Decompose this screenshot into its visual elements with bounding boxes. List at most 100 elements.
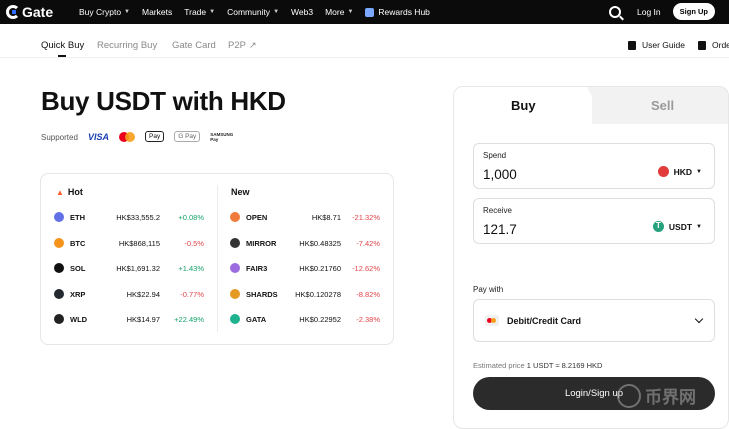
spend-label: Spend	[483, 151, 507, 160]
nav-more[interactable]: More ▼	[325, 7, 353, 17]
active-tab-indicator	[58, 55, 66, 57]
tab-gate-card[interactable]: Gate Card	[172, 40, 216, 51]
hot-header: ▲ Hot	[56, 187, 83, 197]
coin-price: HK$8.71	[311, 213, 341, 222]
nav-buy-crypto[interactable]: Buy Crypto ▼	[79, 7, 130, 17]
watermark-logo-icon	[617, 383, 641, 408]
spend-field[interactable]: Spend 1,000 HKD ▼	[473, 143, 715, 189]
tab-sell[interactable]: Sell	[651, 98, 675, 113]
btc-coin-icon	[54, 238, 64, 248]
shards-coin-icon	[230, 289, 240, 299]
nav-label: Rewards Hub	[378, 7, 430, 17]
nav-trade[interactable]: Trade ▼	[184, 7, 215, 17]
coin-symbol: FAIR3	[246, 263, 268, 273]
tab-p2p[interactable]: P2P ↗	[228, 40, 257, 51]
chevron-down-icon: ▼	[696, 223, 702, 230]
payment-method-select[interactable]: Debit/Credit Card	[473, 299, 715, 342]
estimated-price: Estimated price 1 USDT ≈ 8.2169 HKD	[473, 361, 602, 370]
nav-community[interactable]: Community ▼	[227, 7, 279, 17]
coin-price: HK$0.48325	[299, 239, 341, 248]
coin-change: -21.32%	[352, 213, 380, 222]
market-divider	[217, 185, 218, 332]
coin-change: -0.77%	[180, 290, 204, 299]
coin-symbol: MIRROR	[246, 238, 277, 248]
coin-change: -2.38%	[356, 315, 380, 324]
market-row[interactable]: FAIR3	[230, 262, 292, 274]
estimated-label: Estimated price	[473, 361, 525, 370]
tab-buy[interactable]: Buy	[511, 98, 536, 113]
page-title: Buy USDT with HKD	[41, 86, 286, 116]
book-icon	[628, 40, 636, 50]
nav-label: More	[325, 7, 345, 17]
receive-currency-label: USDT	[668, 221, 693, 232]
market-row[interactable]: SHARDS	[230, 288, 292, 300]
chevron-down-icon	[694, 314, 704, 324]
market-row[interactable]: MIRROR	[230, 237, 292, 249]
market-row[interactable]: ETH	[54, 211, 116, 223]
tab-quick-buy[interactable]: Quick Buy	[41, 40, 85, 51]
login-signup-button[interactable]: Login/Sign up	[473, 377, 715, 410]
coin-change: -12.62%	[352, 264, 380, 273]
search-icon[interactable]	[609, 5, 622, 18]
signup-button[interactable]: Sign Up	[672, 3, 715, 20]
coin-change: -8.82%	[356, 290, 380, 299]
market-row[interactable]: GATA	[230, 313, 292, 325]
hkd-flag-icon	[657, 166, 669, 177]
apple-pay-text: Pay	[149, 133, 161, 140]
samsung-pay-text: Pay	[210, 136, 219, 142]
new-header: New	[231, 187, 250, 197]
coin-price: HK$0.22952	[299, 315, 341, 324]
fire-icon: ▲	[56, 187, 64, 197]
coin-symbol: XRP	[70, 289, 86, 299]
coin-symbol: BTC	[70, 238, 86, 248]
google-pay-logo: G Pay	[174, 131, 201, 142]
coin-price: HK$0.120278	[295, 290, 341, 299]
coin-symbol: SOL	[70, 263, 86, 273]
market-row[interactable]: OPEN	[230, 211, 292, 223]
sub-navbar: Quick Buy Recurring Buy Gate Card P2P ↗ U…	[0, 24, 729, 58]
buy-tab-bg	[454, 87, 592, 127]
samsung-pay-logo: SAMSUNG Pay	[210, 132, 233, 142]
market-row[interactable]: WLD	[54, 313, 116, 325]
receive-currency-select[interactable]: USDT▼	[652, 221, 702, 232]
market-row[interactable]: SOL	[54, 262, 116, 274]
gate-logo-icon	[6, 5, 20, 19]
usdt-icon	[652, 221, 664, 232]
orders-link[interactable]: Orde	[698, 40, 729, 50]
tab-recurring-buy[interactable]: Recurring Buy	[97, 40, 158, 51]
coin-price: HK$33,555.2	[116, 213, 160, 222]
nav-label: Markets	[142, 7, 173, 17]
nav-markets[interactable]: Markets	[142, 7, 172, 17]
spend-currency-select[interactable]: HKD ▼	[657, 166, 702, 177]
nav-actions: Log In Sign Up	[609, 3, 715, 20]
new-label: New	[231, 187, 250, 197]
spend-input[interactable]: 1,000	[483, 167, 517, 182]
orders-icon	[698, 40, 706, 50]
xrp-coin-icon	[54, 289, 64, 299]
user-guide-label: User Guide	[642, 40, 685, 50]
user-guide-link[interactable]: User Guide	[628, 40, 685, 50]
nav-rewards-hub[interactable]: Rewards Hub	[365, 7, 430, 17]
receive-field[interactable]: Receive 121.7 USDT▼	[473, 198, 715, 244]
market-card	[40, 173, 394, 345]
market-row[interactable]: XRP	[54, 288, 116, 300]
coin-price: HK$0.21760	[299, 264, 341, 273]
market-row[interactable]: BTC	[54, 237, 116, 249]
mirror-coin-icon	[230, 238, 240, 248]
coin-price: HK$1,691.32	[116, 264, 160, 273]
gate-logo[interactable]: Gate	[6, 4, 70, 20]
receive-input[interactable]: 121.7	[483, 222, 517, 237]
main-nav: Buy Crypto ▼ Markets Trade ▼ Community ▼ We…	[79, 7, 442, 17]
payment-method-label: Debit/Credit Card	[507, 316, 582, 326]
coin-change: +22.49%	[174, 315, 204, 324]
chevron-down-icon: ▼	[273, 9, 280, 15]
rewards-icon	[365, 7, 375, 17]
orders-label: Orde	[712, 40, 729, 50]
external-link-icon: ↗	[248, 40, 257, 50]
chevron-down-icon: ▼	[124, 9, 130, 15]
nav-label: Buy Crypto	[79, 7, 122, 17]
login-link[interactable]: Log In	[637, 6, 661, 17]
nav-web3[interactable]: Web3	[291, 7, 313, 17]
sol-coin-icon	[54, 263, 64, 273]
